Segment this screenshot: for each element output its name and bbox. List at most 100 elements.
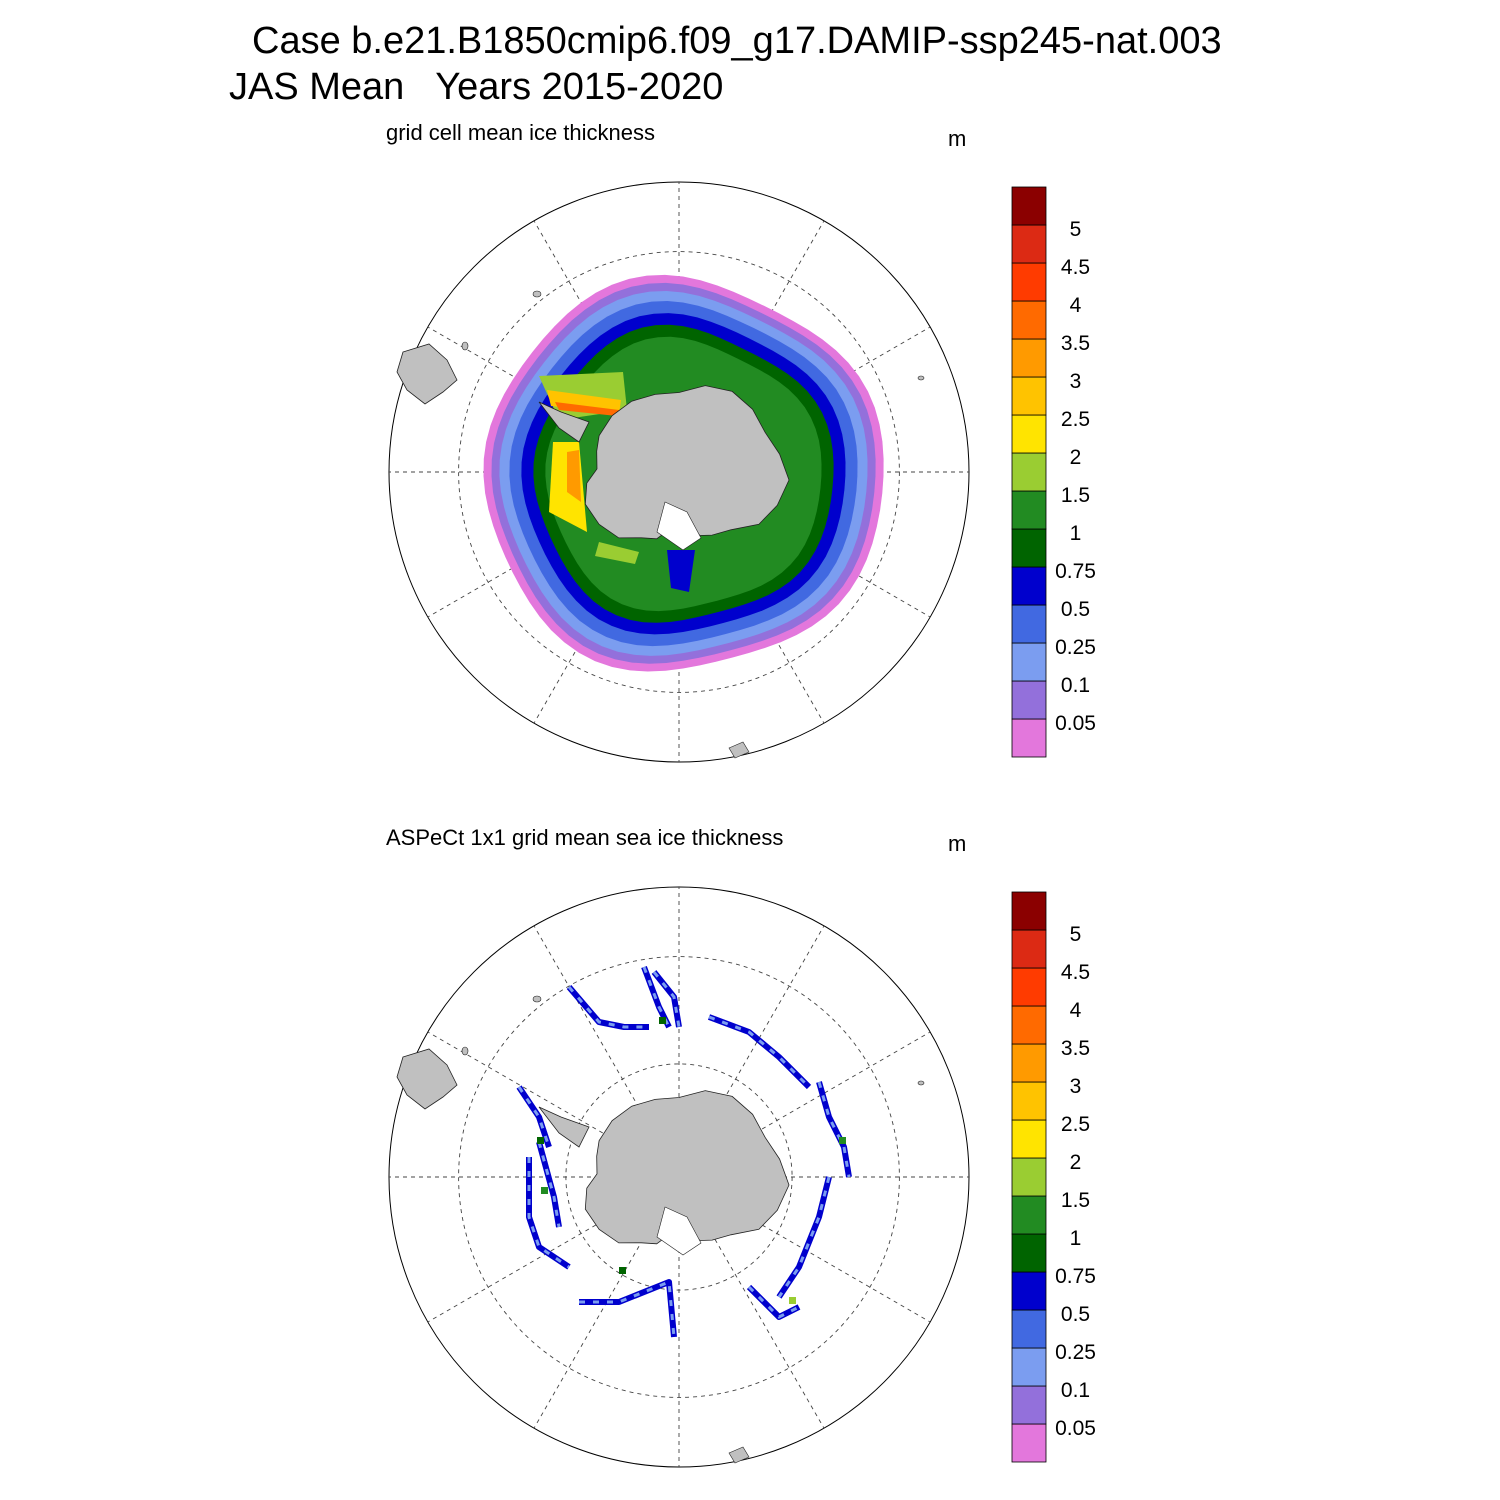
panel2-obs-track-3 (707, 1014, 812, 1090)
panel1-colorbar-swatch (1011, 642, 1047, 682)
panel1-ice-patch-amundsen (595, 542, 639, 564)
panel1-colorbar-label: 0.25 (1055, 636, 1096, 659)
panel1-ice-patch-red (555, 402, 619, 416)
panel2-obs-track-thin-8 (527, 1157, 570, 1269)
panel1-colorbar-label: 0.75 (1055, 560, 1096, 583)
panel1-colorbar-swatch (1011, 680, 1047, 720)
panel2-colorbar-label: 0.25 (1055, 1341, 1096, 1364)
panel1-colorbar-swatch (1011, 718, 1047, 758)
panel2-colorbar-swatch (1011, 891, 1047, 931)
panel1-ice-patch-orange2 (567, 450, 581, 502)
panel2-subtitle: ASPeCt 1x1 grid mean sea ice thickness (386, 825, 784, 850)
panel1-georgia-island (532, 290, 542, 298)
panel2-colorbar-swatch (1011, 1157, 1047, 1197)
panel1-colorbar-swatch (1011, 566, 1047, 606)
panel1-colorbar-label: 4 (1070, 294, 1082, 317)
panel1-colorbar-label: 0.1 (1061, 674, 1090, 697)
panel1-ice-patch-ross (667, 550, 695, 592)
panel1-colorbar-label: 1 (1070, 522, 1082, 545)
panel1-colorbar-swatch (1011, 376, 1047, 416)
panel1-colorbar-swatch (1011, 186, 1047, 226)
panel2-obs-track-thin-7 (579, 1279, 676, 1338)
panel2-latitude-circle (458, 956, 900, 1398)
panel2-ross-shelf (656, 1206, 702, 1256)
panel1-colorbar-swatch (1011, 224, 1047, 264)
panel1-colorbar-label: 1.5 (1061, 484, 1090, 507)
panel2-colorbar-swatch (1011, 1271, 1047, 1311)
panel1-colorbar-label: 5 (1070, 218, 1082, 241)
panel2-obs-track-thin-3 (708, 1015, 811, 1089)
panel1-peninsula-land (538, 401, 590, 443)
panel2-colorbar-swatch (1011, 967, 1047, 1007)
panel1-colorbar-label: 0.5 (1061, 598, 1090, 621)
panel2-colorbar-swatch (1011, 1195, 1047, 1235)
panel2-colorbar-swatch (1011, 1309, 1047, 1349)
panel1-kerguelen-island (917, 375, 925, 381)
panel2-obs-highlight-5 (619, 1267, 626, 1274)
panel2-obs-track-thin-6 (747, 1285, 800, 1319)
panel2-obs-track-thin-2 (652, 971, 681, 1028)
panel2-colorbar-swatch (1011, 1043, 1047, 1083)
panel2-colorbar-swatch (1011, 1423, 1047, 1463)
panel1-colorbar-label: 3.5 (1061, 332, 1090, 355)
panel2-colorbar-swatch (1011, 1385, 1047, 1425)
panel1-colorbar-swatch (1011, 452, 1047, 492)
panel2-obs-track-thin-9 (537, 1141, 561, 1228)
panel2-colorbar-label: 3 (1070, 1075, 1082, 1098)
panel2-colorbar-swatch (1011, 1119, 1047, 1159)
panel1-colorbar-label: 4.5 (1061, 256, 1090, 279)
panel2-colorbar-label: 1.5 (1061, 1189, 1090, 1212)
panel2-colorbar-label: 2.5 (1061, 1113, 1090, 1136)
panel1-colorbar-swatch (1011, 528, 1047, 568)
panel1-latitude-circle (458, 251, 900, 693)
panel2-colorbar-label: 4.5 (1061, 961, 1090, 984)
panel2-obs-track-thin-10 (517, 1086, 551, 1148)
panel2-obs-highlight-4 (789, 1297, 796, 1304)
panel1-colorbar-label: 0.05 (1055, 712, 1096, 735)
panel2-colorbar-label: 0.75 (1055, 1265, 1096, 1288)
panel2-obs-highlight-3 (839, 1137, 846, 1144)
panel2-colorbar-label: 3.5 (1061, 1037, 1090, 1060)
panel2-colorbar-label: 0.1 (1061, 1379, 1090, 1402)
panel2-colorbar-swatch (1011, 1081, 1047, 1121)
panel2-colorbar-label: 2 (1070, 1151, 1082, 1174)
panel2-colorbar-label: 0.05 (1055, 1417, 1096, 1440)
panel1-south-america-land (396, 343, 458, 405)
panel2-colorbar-swatch (1011, 929, 1047, 969)
panel2-obs-track-thin-5 (777, 1176, 831, 1298)
panel2-south-america-land (396, 1048, 458, 1110)
panel1-colorbar-label: 2 (1070, 446, 1082, 469)
panel2-obs-highlight-1 (541, 1187, 548, 1194)
panel1-colorbar: 0.05 0.1 0.25 0.5 0.75 1 1.5 2 2.5 3 3.5 4 4.5 5 (1011, 186, 1096, 758)
panel1-subtitle: grid cell mean ice thickness (386, 120, 656, 145)
panel1-unit: m (948, 126, 967, 151)
panel1-falkland-island (461, 341, 469, 351)
panel1-colorbar-swatch (1011, 262, 1047, 302)
figure-title-line2: JAS Mean Years 2015-2020 (229, 66, 724, 108)
figure-title-line1: Case b.e21.B1850cmip6.f09_g17.DAMIP-ssp2… (252, 20, 1222, 62)
panel1-colorbar-label: 2.5 (1061, 408, 1090, 431)
panel1-colorbar-swatch (1011, 414, 1047, 454)
panel2-colorbar: 0.05 0.1 0.25 0.5 0.75 1 1.5 2 2.5 3 3.5 4 4.5 5 (1011, 891, 1096, 1463)
panel1-colorbar-label: 3 (1070, 370, 1082, 393)
panel2-obs-track-thin-0 (567, 986, 649, 1029)
panel2-peninsula-land (538, 1106, 590, 1148)
panel1-map (388, 181, 970, 763)
panel2-obs-track-7 (579, 1279, 677, 1338)
panel2-latitude-circle (565, 1063, 793, 1291)
panel1-colorbar-swatch (1011, 490, 1047, 530)
panel2-falkland-island (461, 1046, 469, 1056)
panel1-new-zealand-land (728, 741, 750, 759)
panel1-colorbar-swatch (1011, 338, 1047, 378)
panel2-map (388, 886, 970, 1468)
panel2-colorbar-swatch (1011, 1233, 1047, 1273)
panel1-ross-shelf (656, 501, 702, 551)
panel2-colorbar-label: 4 (1070, 999, 1082, 1022)
panel1-colorbar-swatch (1011, 604, 1047, 644)
panel2-obs-track-0 (566, 985, 649, 1030)
panel2-obs-highlight-0 (537, 1137, 544, 1144)
panel1-colorbar-swatch (1011, 300, 1047, 340)
panel2-georgia-island (532, 995, 542, 1003)
panel2-colorbar-label: 1 (1070, 1227, 1082, 1250)
